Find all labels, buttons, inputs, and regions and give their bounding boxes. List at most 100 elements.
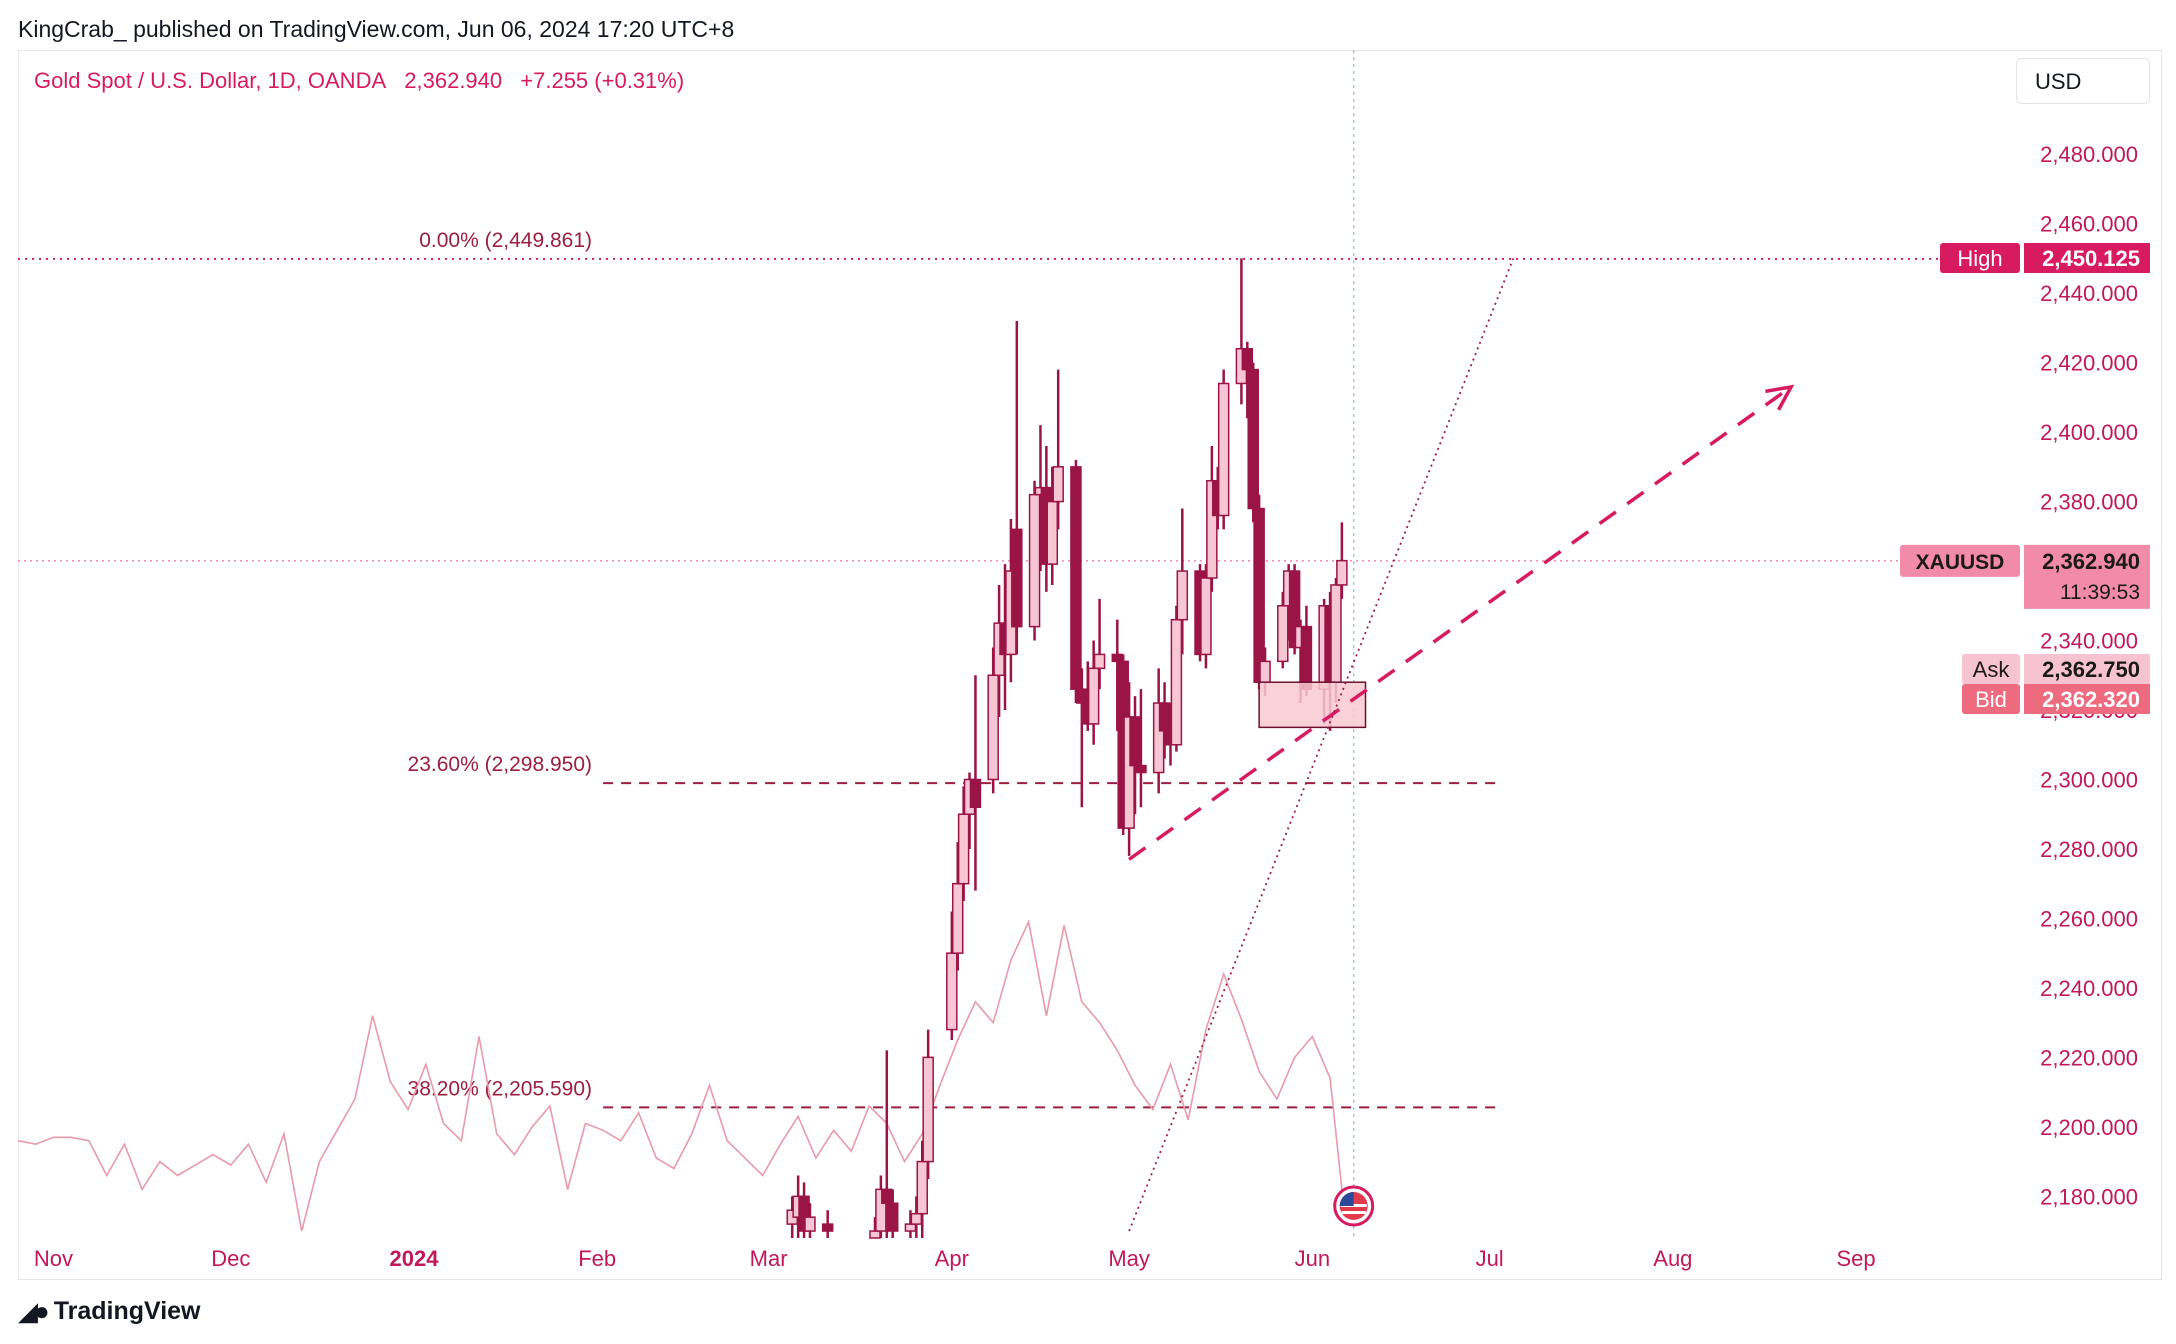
candle[interactable] [1093, 598, 1106, 690]
publisher-line: KingCrab_ published on TradingView.com, … [18, 16, 735, 42]
y-tick-label: 2,440.000 [2040, 281, 2138, 306]
candle[interactable] [1288, 564, 1301, 655]
y-tick-label: 2,460.000 [2040, 212, 2138, 237]
us-flag-canton [1339, 1192, 1354, 1206]
candle-body [881, 1188, 893, 1205]
x-tick-label: Feb [578, 1246, 616, 1271]
x-tick-label: Sep [1836, 1246, 1875, 1271]
bid-value-bg [2024, 684, 2150, 714]
candle[interactable] [1217, 369, 1230, 530]
candle-body [1330, 584, 1342, 683]
candle[interactable] [1087, 640, 1100, 745]
legend-symbol: Gold Spot / U.S. Dollar, 1D, OANDA [34, 68, 387, 93]
candle-body [1070, 466, 1082, 690]
ask-value-bg [2024, 654, 2150, 684]
x-tick-label: 2024 [390, 1246, 440, 1271]
candle[interactable] [1028, 480, 1041, 641]
y-tick-label: 2,200.000 [2040, 1115, 2138, 1140]
candle-body [1277, 605, 1289, 663]
y-tick-label: 2,420.000 [2040, 351, 2138, 376]
x-tick-label: May [1108, 1246, 1150, 1271]
x-tick-label: Jun [1295, 1246, 1330, 1271]
chart-frame[interactable] [18, 50, 2162, 1280]
candle[interactable] [969, 675, 982, 891]
trendline-dotted[interactable] [1128, 258, 1515, 1232]
ask-label-bg [1962, 654, 2020, 684]
candle-body [1158, 702, 1171, 732]
bid-label-bg [1962, 684, 2020, 714]
y-tick-label: 2,340.000 [2040, 629, 2138, 654]
candle[interactable] [916, 1140, 929, 1238]
candle-body [886, 1202, 899, 1232]
candle-body [987, 674, 999, 781]
candle[interactable] [951, 842, 964, 971]
candle[interactable] [1011, 320, 1023, 655]
bar-countdown: 11:39:53 [2060, 581, 2140, 604]
y-tick-label: 2,240.000 [2040, 976, 2138, 1001]
candle[interactable] [1200, 564, 1212, 669]
candle-body [821, 1223, 834, 1232]
candle-body [1076, 688, 1088, 704]
candle-body [1052, 466, 1064, 503]
y-tick-label: 2,180.000 [2040, 1184, 2138, 1209]
candle[interactable] [946, 911, 958, 1040]
high-value: 2,450.125 [2042, 246, 2140, 271]
high-tag: High 2,450.125 [1940, 242, 2150, 273]
candle[interactable] [1206, 446, 1218, 592]
candle[interactable] [875, 1175, 887, 1238]
candle[interactable] [886, 1189, 899, 1238]
candle[interactable] [1235, 258, 1248, 405]
y-tick-label: 2,480.000 [2040, 142, 2138, 167]
x-tick-label: Mar [750, 1246, 788, 1271]
symbol-label: XAUUSD [1916, 551, 2005, 574]
tradingview-logo[interactable]: ◢● TradingView [18, 1296, 201, 1327]
candle-body [1093, 653, 1106, 670]
symbol-value-bg [2024, 544, 2150, 609]
currency-button[interactable]: USD [2016, 58, 2150, 104]
ask-value: 2,362.750 [2042, 657, 2140, 682]
candle-body [922, 1056, 934, 1163]
x-tick-label: Aug [1653, 1246, 1692, 1271]
candle-body [869, 1230, 881, 1239]
fib-level-label: 38.20% (2,205.590) [408, 1077, 592, 1100]
candle[interactable] [1336, 522, 1348, 599]
candle[interactable] [1170, 605, 1183, 752]
fib-level-label: 0.00% (2,449.861) [419, 229, 592, 252]
candle[interactable] [1253, 494, 1265, 690]
candle[interactable] [1052, 369, 1064, 530]
candle[interactable] [1135, 689, 1147, 808]
candle[interactable] [1176, 508, 1189, 655]
bid-label: Bid [1975, 687, 2007, 712]
candle-body [957, 813, 970, 885]
candle[interactable] [1070, 459, 1082, 704]
legend-change: +7.255 (+0.31%) [520, 68, 685, 93]
y-tick-label: 2,400.000 [2040, 420, 2138, 445]
candle[interactable] [821, 1210, 834, 1238]
symbol-label-bg [1900, 544, 2020, 577]
candle[interactable] [1076, 668, 1088, 808]
candle-body [1176, 570, 1189, 621]
y-tick-label: 2,300.000 [2040, 767, 2138, 792]
x-tick-label: Jul [1476, 1246, 1504, 1271]
candle-body [916, 1160, 929, 1215]
candle[interactable] [1247, 362, 1259, 523]
candle[interactable] [987, 647, 999, 794]
candle-body [904, 1223, 917, 1232]
fib-level-label: 23.60% (2,298.950) [408, 753, 592, 776]
candle-body [946, 952, 958, 1031]
candle-body [1111, 653, 1124, 663]
symbol-value: 2,362.940 [2042, 549, 2140, 574]
support-zone-rect[interactable] [1258, 681, 1367, 729]
y-tick-label: 2,280.000 [2040, 837, 2138, 862]
candle-body [1259, 660, 1271, 683]
candle-body [1135, 764, 1147, 774]
candle-body [1247, 368, 1259, 510]
candle[interactable] [804, 1203, 816, 1238]
candle-body [1129, 716, 1141, 767]
x-tick-label: Dec [211, 1246, 250, 1271]
candle[interactable] [922, 1029, 934, 1179]
x-tick-label: Nov [34, 1246, 73, 1271]
candle[interactable] [1046, 466, 1059, 585]
candle[interactable] [1241, 341, 1254, 419]
